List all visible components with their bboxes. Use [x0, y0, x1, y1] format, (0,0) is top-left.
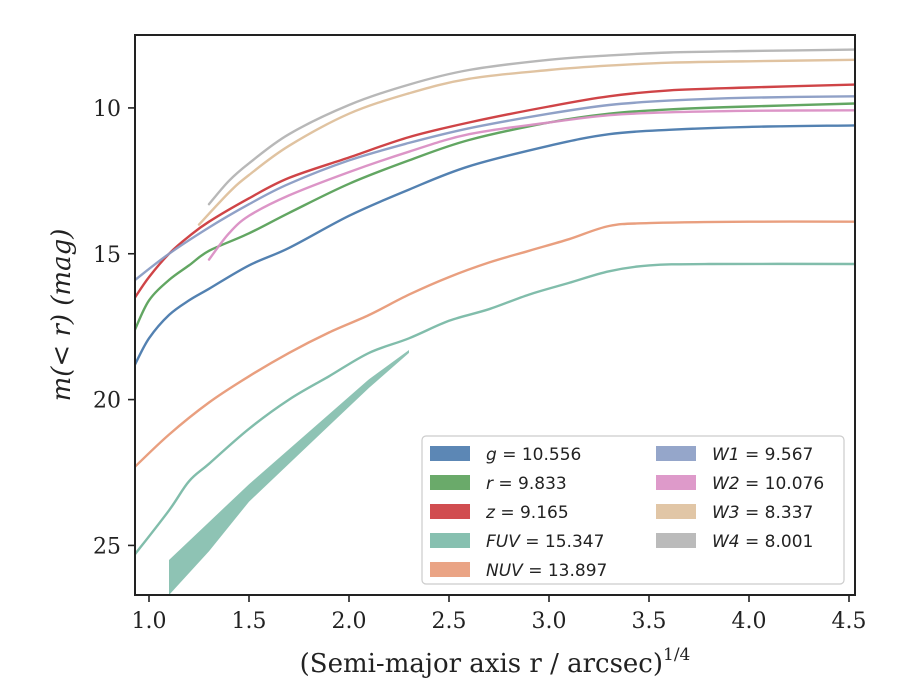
legend-swatch-nuv	[430, 562, 470, 577]
series-line-w4	[207, 48, 855, 206]
legend-swatch-fuv	[430, 533, 470, 548]
series-line-nuv	[135, 220, 855, 468]
x-tick-label: 1.0	[132, 609, 167, 634]
series-line-w1	[135, 95, 855, 282]
legend-swatch-w3	[656, 504, 696, 519]
legend-swatch-w2	[656, 475, 696, 490]
y-tick-label: 15	[93, 243, 121, 268]
legend: g = 10.556 r = 9.833 z = 9.165 FUV = 15.347…	[421, 435, 845, 585]
legend-label-g: g = 10.556	[486, 445, 581, 465]
series-line-z	[135, 83, 855, 299]
y-axis-label: m(< r) (mag)	[47, 229, 77, 402]
legend-swatch-w1	[656, 446, 696, 461]
x-axis-label-superscript: 1/4	[663, 645, 690, 665]
x-tick-label: 2.5	[432, 609, 467, 634]
legend-label-w4: W4 = 8.001	[712, 532, 813, 552]
series-line-w2	[207, 109, 855, 261]
plot-marks	[135, 48, 855, 595]
legend-label-w3: W3 = 8.337	[712, 503, 813, 523]
legend-label-nuv: NUV = 13.897	[486, 561, 607, 581]
legend-swatch-w4	[656, 533, 696, 548]
legend-swatch-r	[430, 475, 470, 490]
series-line-fuv	[135, 262, 855, 556]
legend-label-r: r = 9.833	[486, 474, 567, 494]
plot-frame	[134, 34, 856, 596]
x-tick-label: 1.5	[232, 609, 267, 634]
ticks: 1.0 1.5 2.0 2.5 3.0 3.5 4.0 4.5 10 15 20 25	[93, 97, 867, 634]
legend-label-fuv: FUV = 15.347	[486, 532, 604, 552]
x-tick-label: 3.5	[632, 609, 667, 634]
series-line-r	[135, 102, 855, 331]
legend-box	[421, 435, 845, 585]
legend-label-w1: W1 = 9.567	[712, 445, 813, 465]
x-tick-label: 4.5	[832, 609, 867, 634]
series-line-w3	[197, 58, 855, 226]
y-tick-label: 25	[93, 534, 121, 559]
x-tick-label: 2.0	[332, 609, 367, 634]
x-axis-label: (Semi-major axis r / arcsec)1/4	[300, 645, 691, 679]
legend-swatch-z	[430, 504, 470, 519]
legend-label-w2: W2 = 10.076	[712, 474, 824, 494]
y-tick-label: 20	[93, 389, 121, 414]
legend-swatch-g	[430, 446, 470, 461]
x-tick-label: 3.0	[532, 609, 567, 634]
x-tick-label: 4.0	[732, 609, 767, 634]
y-tick-label: 10	[93, 97, 121, 122]
legend-label-z: z = 9.165	[485, 503, 569, 523]
series-line-g	[135, 124, 855, 366]
